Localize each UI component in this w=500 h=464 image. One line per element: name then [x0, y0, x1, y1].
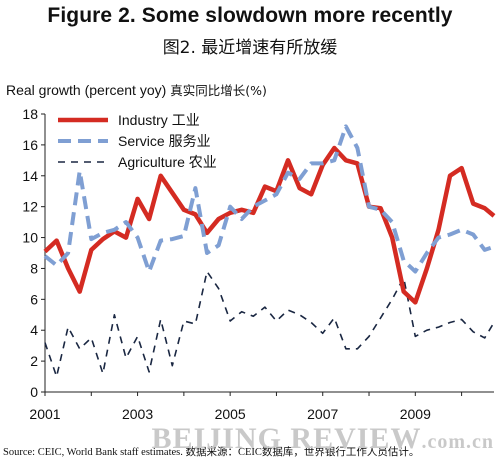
- source-note: Source: CEIC, World Bank staff estimates…: [3, 447, 420, 458]
- series-line-service: [43, 124, 495, 274]
- y-tick-label: 16: [22, 137, 38, 153]
- chart-ticks: 0 2 4 6 8 10 12 14 16 18 2001 2003 2005 2007 2009: [22, 106, 463, 422]
- y-tick-label: 6: [30, 291, 38, 307]
- y-tick-label: 12: [22, 199, 38, 215]
- x-tick-label: 2003: [122, 406, 153, 422]
- series-line-agriculture: [44, 270, 495, 378]
- chart-axes: [44, 114, 494, 393]
- watermark-domain: .com.cn: [421, 431, 494, 453]
- x-tick-label: 2005: [215, 406, 246, 422]
- y-tick-label: 18: [22, 106, 38, 122]
- y-tick-label: 2: [30, 353, 38, 369]
- legend-label-service: Service 服务业: [118, 133, 211, 149]
- y-tick-label: 14: [22, 168, 38, 184]
- chart-subtitle: 图2. 最近增速有所放缓: [162, 38, 338, 58]
- x-tick-label: 2009: [400, 406, 431, 422]
- y-tick-label: 8: [30, 260, 38, 276]
- series-line-industry: [43, 145, 496, 305]
- legend-label-industry: Industry 工业: [118, 112, 200, 128]
- chart-series: [43, 124, 496, 378]
- y-tick-label: 10: [22, 230, 38, 246]
- x-tick-label: 2001: [29, 406, 60, 422]
- chart-title: Figure 2. Some slowdown more recently: [47, 4, 453, 27]
- y-axis-label: Real growth (percent yoy) 真实同比增长(%): [6, 80, 267, 99]
- x-tick-label: 2007: [307, 406, 338, 422]
- y-tick-label: 0: [30, 384, 38, 400]
- watermark-text: BEIJING REVIEW: [151, 422, 422, 455]
- legend-label-agriculture: Agriculture 农业: [118, 154, 217, 170]
- chart-legend: Industry 工业 Service 服务业 Agriculture 农业: [58, 112, 217, 170]
- y-tick-label: 4: [30, 322, 38, 338]
- y-axis-label-en: Real growth (percent yoy): [6, 82, 167, 98]
- y-axis-label-cn: 真实同比增长(%): [170, 83, 267, 98]
- watermark-logo: BEIJING REVIEW.com.cn: [152, 422, 494, 456]
